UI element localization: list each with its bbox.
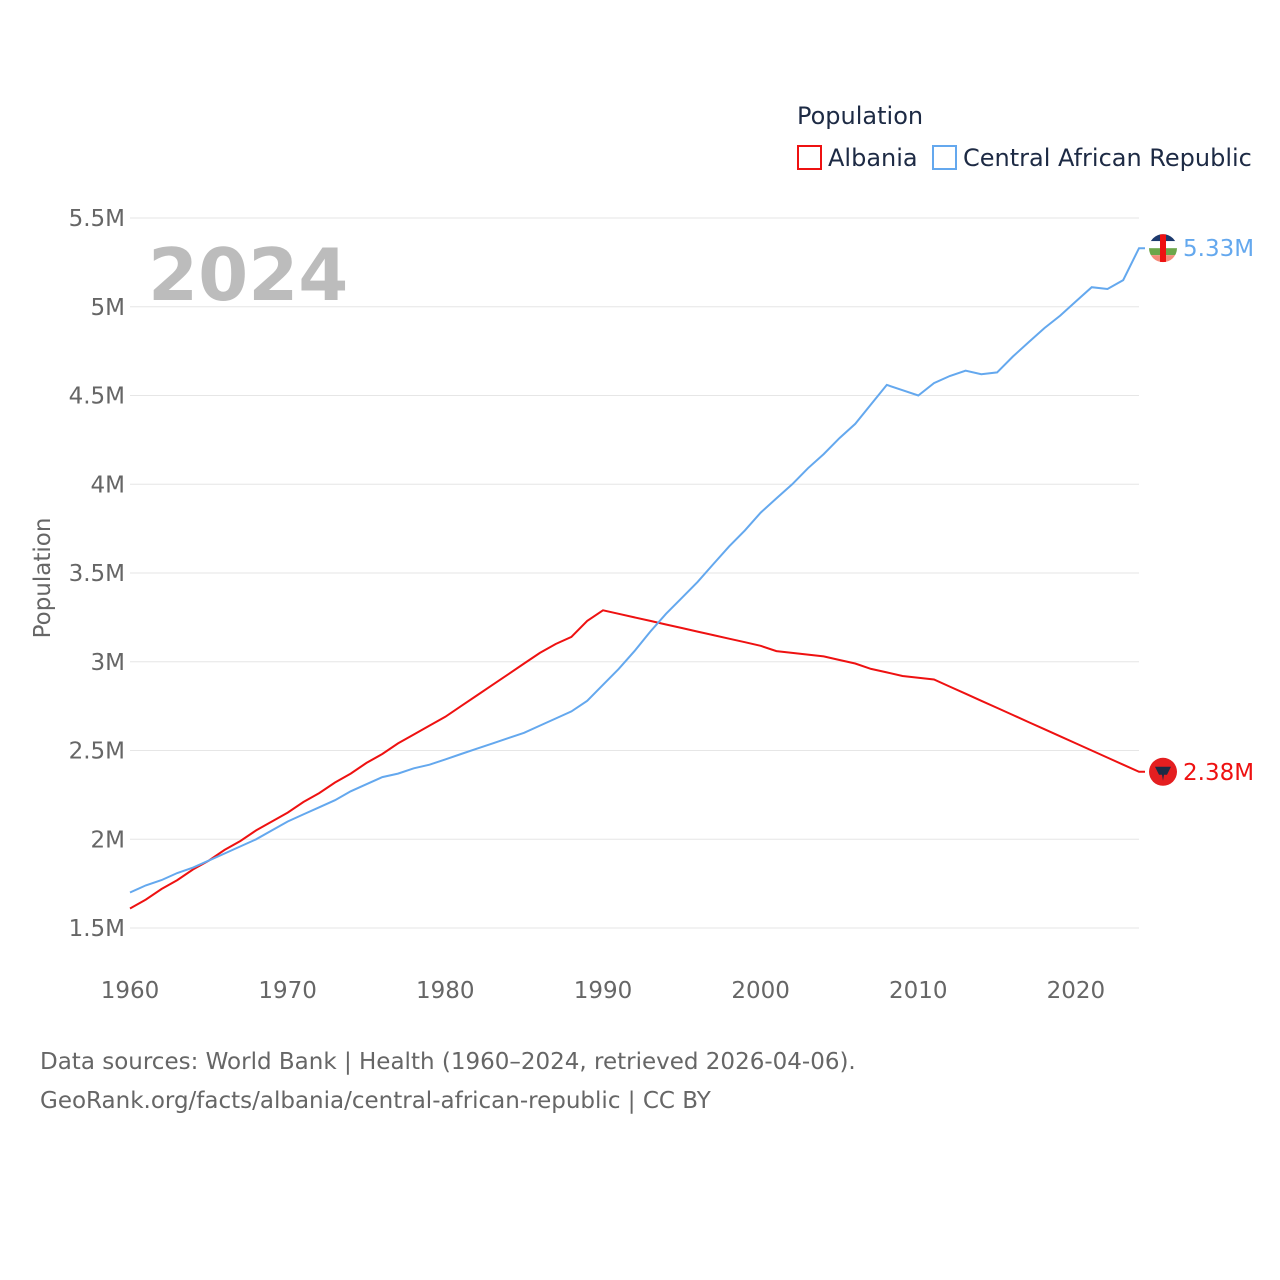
x-tick-label: 1990 (574, 978, 633, 1004)
y-tick-label: 5M (91, 295, 125, 321)
x-axis-ticks: 1960 1970 1980 1990 2000 2010 2020 (101, 978, 1105, 1004)
y-tick-label: 1.5M (69, 916, 125, 942)
x-tick-label: 1970 (258, 978, 317, 1004)
y-axis-label: Population (30, 518, 56, 639)
legend-label-car: Central African Republic (963, 144, 1252, 172)
y-tick-label: 3M (91, 650, 125, 676)
legend-swatch-car (932, 145, 957, 170)
y-tick-label: 3.5M (69, 561, 125, 587)
gridlines (130, 217, 1139, 929)
legend-item-central-african-republic[interactable]: Central African Republic (932, 144, 1252, 172)
y-tick-label: 5.5M (69, 206, 125, 232)
series-line-albania (129, 609, 1145, 910)
x-tick-label: 1960 (101, 978, 160, 1004)
y-tick-label: 4.5M (69, 384, 125, 410)
albania-flag-icon (1149, 757, 1177, 786)
y-axis-ticks: 1.5M 2M 2.5M 3M 3.5M 4M 4.5M 5M 5.5M (69, 206, 125, 942)
year-overlay: 2024 (148, 233, 348, 317)
legend-label-albania: Albania (828, 144, 918, 172)
x-tick-label: 1980 (416, 978, 475, 1004)
x-tick-label: 2000 (731, 978, 790, 1004)
end-labels: 2.38M 5.33M (1149, 234, 1254, 786)
x-tick-label: 2010 (889, 978, 948, 1004)
y-tick-label: 2.5M (69, 739, 125, 765)
legend-item-albania[interactable]: Albania (797, 144, 918, 172)
x-tick-label: 2020 (1047, 978, 1106, 1004)
y-tick-label: 2M (91, 827, 125, 853)
series-line-central-african-republic (129, 247, 1145, 894)
y-tick-label: 4M (91, 472, 125, 498)
source-line-2[interactable]: GeoRank.org/facts/albania/central-africa… (40, 1088, 712, 1114)
series-lines (129, 247, 1145, 910)
source-line-1: Data sources: World Bank | Health (1960–… (40, 1049, 856, 1075)
legend-swatch-albania (797, 145, 822, 170)
central-african-republic-flag-icon (1149, 234, 1177, 263)
legend-title: Population (797, 102, 923, 130)
end-value-label: 2.38M (1183, 760, 1254, 786)
end-value-label: 5.33M (1183, 236, 1254, 262)
